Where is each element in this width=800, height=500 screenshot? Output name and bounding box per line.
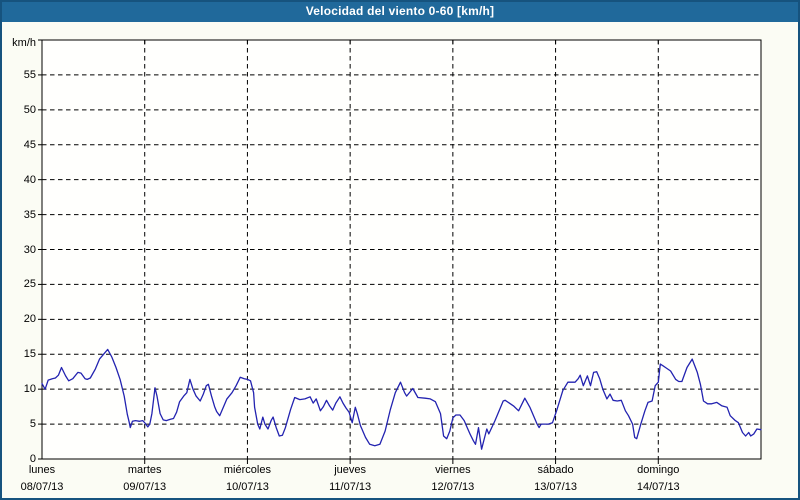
x-axis-day-label: viernes	[435, 464, 471, 476]
x-axis-day-label: domingo	[637, 464, 680, 476]
x-axis-day-label: sábado	[537, 464, 574, 476]
y-axis-tick-label: 35	[23, 208, 36, 221]
y-axis-tick-label: 25	[23, 278, 36, 291]
y-axis-unit-label: km/h	[12, 37, 36, 49]
x-axis-date-label: 09/07/13	[123, 481, 167, 493]
x-axis-date-label: 10/07/13	[226, 481, 269, 493]
y-axis-tick-label: 0	[29, 453, 36, 465]
y-axis-tick-label: 55	[23, 68, 36, 81]
x-axis-date-label: 11/07/13	[329, 481, 372, 493]
title-bar: Velocidad del viento 0-60 [km/h]	[0, 0, 800, 22]
y-axis-tick-label: 5	[29, 418, 36, 431]
y-axis-tick-label: 45	[23, 138, 36, 151]
chart-title: Velocidad del viento 0-60 [km/h]	[305, 4, 495, 18]
x-axis-date-label: 14/07/13	[636, 481, 680, 493]
y-axis-tick-label: 40	[23, 173, 36, 186]
y-axis-tick-label: 30	[23, 243, 36, 256]
x-axis-date-label: 13/07/13	[534, 481, 577, 493]
x-axis-day-label: martes	[127, 464, 162, 476]
y-axis-tick-label: 20	[23, 313, 36, 326]
x-axis-date-label: 12/07/13	[431, 481, 475, 493]
plot-area	[41, 39, 762, 460]
wind-speed-line	[41, 348, 762, 450]
x-axis-day-label: miércoles	[223, 464, 271, 476]
y-axis-tick-label: 15	[23, 348, 36, 361]
x-axis-day-label: jueves	[334, 464, 367, 476]
x-axis-day-label: lunes	[28, 464, 56, 476]
y-axis-tick-label: 10	[23, 383, 36, 396]
y-axis-tick-label: 50	[23, 103, 36, 116]
x-axis-date-label: 08/07/13	[20, 481, 64, 493]
